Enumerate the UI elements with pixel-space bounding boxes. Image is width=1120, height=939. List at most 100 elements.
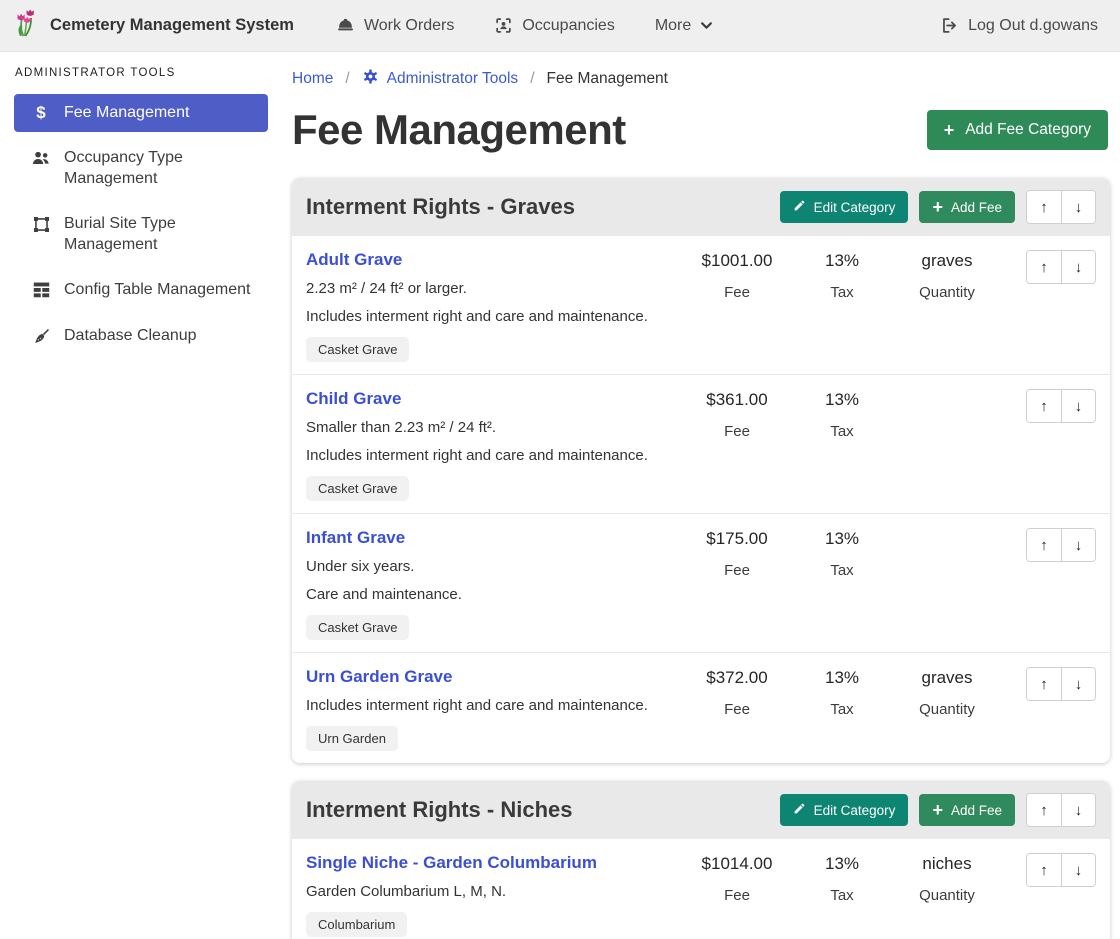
move-fee-down-button[interactable]: ↓ xyxy=(1061,251,1095,283)
add-fee-category-button[interactable]: + Add Fee Category xyxy=(926,110,1108,150)
nav-work-orders[interactable]: Work Orders xyxy=(336,16,454,35)
fee-reorder-group: ↑ ↓ xyxy=(1026,853,1096,887)
breadcrumb-separator: / xyxy=(530,70,535,87)
tax-stat: 13% Tax xyxy=(792,527,892,579)
quantity-label: Quantity xyxy=(919,887,975,904)
tax-label: Tax xyxy=(830,423,854,440)
fee-name-link[interactable]: Infant Grave xyxy=(306,528,406,547)
fee-row: Child Grave Smaller than 2.23 m² / 24 ft… xyxy=(292,374,1110,513)
fee-row: Single Niche - Garden Columbarium Garden… xyxy=(292,839,1110,939)
fee-description: Includes interment right and care and ma… xyxy=(306,447,648,464)
breadcrumb-current: Fee Management xyxy=(546,70,669,87)
add-fee-button[interactable]: + Add Fee xyxy=(919,190,1015,224)
tax-stat: 13% Tax xyxy=(792,249,892,301)
fee-category-card: Interment Rights - Niches Edit Category … xyxy=(292,781,1110,939)
sidebar-item-database-cleanup[interactable]: Database Cleanup xyxy=(14,317,268,355)
breadcrumb-admin-tools-link[interactable]: Administrator Tools xyxy=(386,70,519,87)
sidebar-heading: ADMINISTRATOR TOOLS xyxy=(15,67,176,79)
logout-button[interactable]: Log Out d.gowans xyxy=(940,16,1098,35)
fee-description: Includes interment right and care and ma… xyxy=(306,308,648,325)
fee-type-badge: Casket Grave xyxy=(306,476,410,501)
move-fee-up-button[interactable]: ↑ xyxy=(1027,390,1061,422)
gear-icon xyxy=(362,68,379,90)
breadcrumb: Home / Administrator Tools xyxy=(292,62,1110,92)
plus-icon: + xyxy=(943,119,955,140)
edit-category-button[interactable]: Edit Category xyxy=(779,794,909,826)
fee-amount-label: Fee xyxy=(724,284,750,301)
table-icon xyxy=(31,281,51,298)
pencil-icon xyxy=(793,802,806,818)
main-content: Home / Administrator Tools xyxy=(280,52,1120,939)
move-fee-down-button[interactable]: ↓ xyxy=(1061,668,1095,700)
move-category-down-button[interactable]: ↓ xyxy=(1061,794,1095,826)
fee-description: Care and maintenance. xyxy=(306,586,462,603)
tax-label: Tax xyxy=(830,562,854,579)
edit-category-button[interactable]: Edit Category xyxy=(779,191,909,223)
nav-work-orders-label: Work Orders xyxy=(363,16,455,34)
tax-label: Tax xyxy=(830,284,854,301)
quantity-stat xyxy=(892,527,1002,542)
fee-row: Infant Grave Under six years. Care and ma… xyxy=(292,513,1110,652)
fee-descriptions: Smaller than 2.23 m² / 24 ft². Includes i… xyxy=(306,419,676,464)
fee-reorder-group: ↑ ↓ xyxy=(1026,667,1096,701)
sidebar-item-config-table-management[interactable]: Config Table Management xyxy=(14,271,268,309)
breadcrumb-home-link[interactable]: Home xyxy=(292,70,334,87)
broom-icon xyxy=(31,327,51,346)
selection-frame-icon xyxy=(31,215,51,234)
edit-category-label: Edit Category xyxy=(813,802,896,818)
tax-stat: 13% Tax xyxy=(792,852,892,904)
sidebar-item-burial-site-type-management[interactable]: Burial Site Type Management xyxy=(14,205,268,264)
fee-description: 2.23 m² / 24 ft² or larger. xyxy=(306,280,467,297)
add-fee-label: Add Fee xyxy=(950,199,1002,215)
sidebar-item-fee-management[interactable]: $ Fee Management xyxy=(14,94,268,133)
fee-category-body: Adult Grave 2.23 m² / 24 ft² or larger. I… xyxy=(292,236,1110,763)
dollar-icon: $ xyxy=(36,103,46,122)
move-fee-down-button[interactable]: ↓ xyxy=(1061,854,1095,886)
fee-categories-list: Interment Rights - Graves Edit Category … xyxy=(292,178,1110,939)
move-fee-up-button[interactable]: ↑ xyxy=(1027,529,1061,561)
tax-value: 13% xyxy=(824,854,860,873)
admin-tools-sidebar: ADMINISTRATOR TOOLS $ Fee Management Occ… xyxy=(0,52,280,939)
plus-icon: + xyxy=(932,799,943,820)
fee-name-link[interactable]: Adult Grave xyxy=(306,250,403,269)
app-brand[interactable]: Cemetery Management System xyxy=(14,8,294,43)
fee-amount-value: $175.00 xyxy=(706,529,768,548)
quantity-value: graves xyxy=(921,668,973,687)
nav-occupancies[interactable]: Occupancies xyxy=(494,16,615,35)
move-category-down-button[interactable]: ↓ xyxy=(1061,191,1095,223)
nav-occupancies-label: Occupancies xyxy=(522,16,615,34)
fee-descriptions: Under six years. Care and maintenance. xyxy=(306,558,676,603)
page-title: Fee Management xyxy=(292,106,626,153)
fee-category-body: Single Niche - Garden Columbarium Garden… xyxy=(292,839,1110,939)
move-category-up-button[interactable]: ↑ xyxy=(1027,794,1061,826)
tax-stat: 13% Tax xyxy=(792,666,892,718)
tax-value: 13% xyxy=(824,529,860,548)
fee-name-link[interactable]: Single Niche - Garden Columbarium xyxy=(306,853,597,872)
edit-category-label: Edit Category xyxy=(813,199,896,215)
fee-description: Includes interment right and care and ma… xyxy=(306,697,648,714)
nav-more[interactable]: More xyxy=(655,17,713,35)
move-fee-down-button[interactable]: ↓ xyxy=(1061,529,1095,561)
fee-category-header: Interment Rights - Niches Edit Category … xyxy=(292,781,1110,839)
add-fee-button[interactable]: + Add Fee xyxy=(919,793,1015,827)
fee-description: Under six years. xyxy=(306,558,415,575)
fee-category-title: Interment Rights - Niches xyxy=(306,797,573,822)
occupant-frame-icon xyxy=(494,16,513,35)
fee-category-title: Interment Rights - Graves xyxy=(306,194,575,219)
fee-name-link[interactable]: Child Grave xyxy=(306,389,402,408)
move-fee-up-button[interactable]: ↑ xyxy=(1027,251,1061,283)
fee-type-badge: Urn Garden xyxy=(306,726,398,751)
move-fee-down-button[interactable]: ↓ xyxy=(1061,390,1095,422)
tax-value: 13% xyxy=(824,668,860,687)
sidebar-item-occupancy-type-management[interactable]: Occupancy Type Management xyxy=(14,139,268,198)
tax-label: Tax xyxy=(830,701,854,718)
move-category-up-button[interactable]: ↑ xyxy=(1027,191,1061,223)
move-fee-up-button[interactable]: ↑ xyxy=(1027,668,1061,700)
fee-reorder-group: ↑ ↓ xyxy=(1026,528,1096,562)
move-fee-up-button[interactable]: ↑ xyxy=(1027,854,1061,886)
fee-amount-stat: $372.00 Fee xyxy=(682,666,792,718)
top-navbar: Cemetery Management System Work Orders xyxy=(0,0,1120,52)
fee-description: Smaller than 2.23 m² / 24 ft². xyxy=(306,419,497,436)
fee-name-link[interactable]: Urn Garden Grave xyxy=(306,667,453,686)
fee-amount-stat: $1001.00 Fee xyxy=(682,249,792,301)
